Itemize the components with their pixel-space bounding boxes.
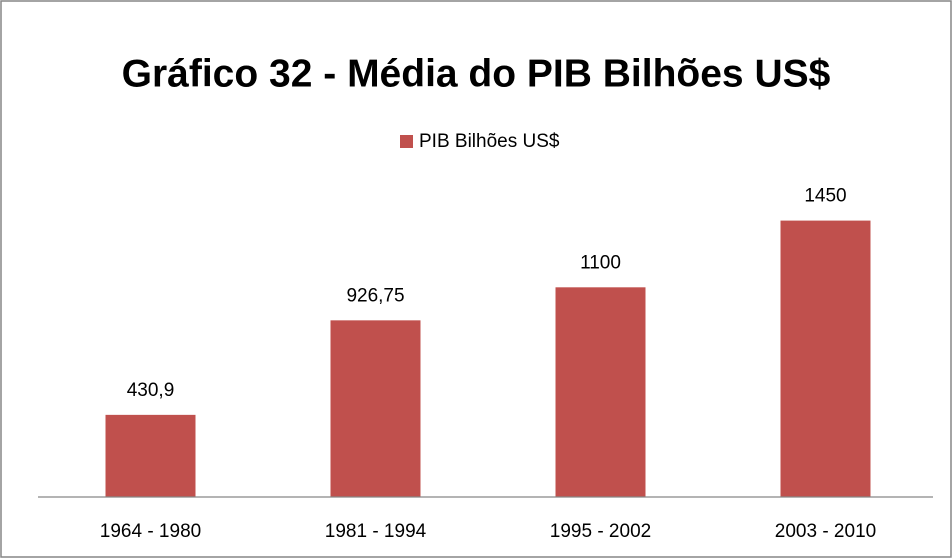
legend-label: PIB Bilhões US$ (419, 131, 560, 152)
bar (555, 287, 646, 497)
value-label: 1450 (804, 186, 846, 207)
chart-title: Gráfico 32 - Média do PIB Bilhões US$ (122, 52, 831, 95)
value-label: 1100 (580, 252, 621, 273)
bar (780, 220, 871, 497)
x-tick-label: 2003 - 2010 (775, 521, 876, 542)
legend-swatch (400, 135, 413, 148)
value-label: 430,9 (127, 380, 175, 401)
value-label: 926,75 (346, 285, 404, 306)
x-tick-label: 1995 - 2002 (550, 521, 651, 542)
x-tick-label: 1981 - 1994 (325, 521, 427, 542)
bar (330, 320, 421, 497)
x-tick-label: 1964 - 1980 (100, 521, 201, 542)
bar (105, 414, 196, 497)
